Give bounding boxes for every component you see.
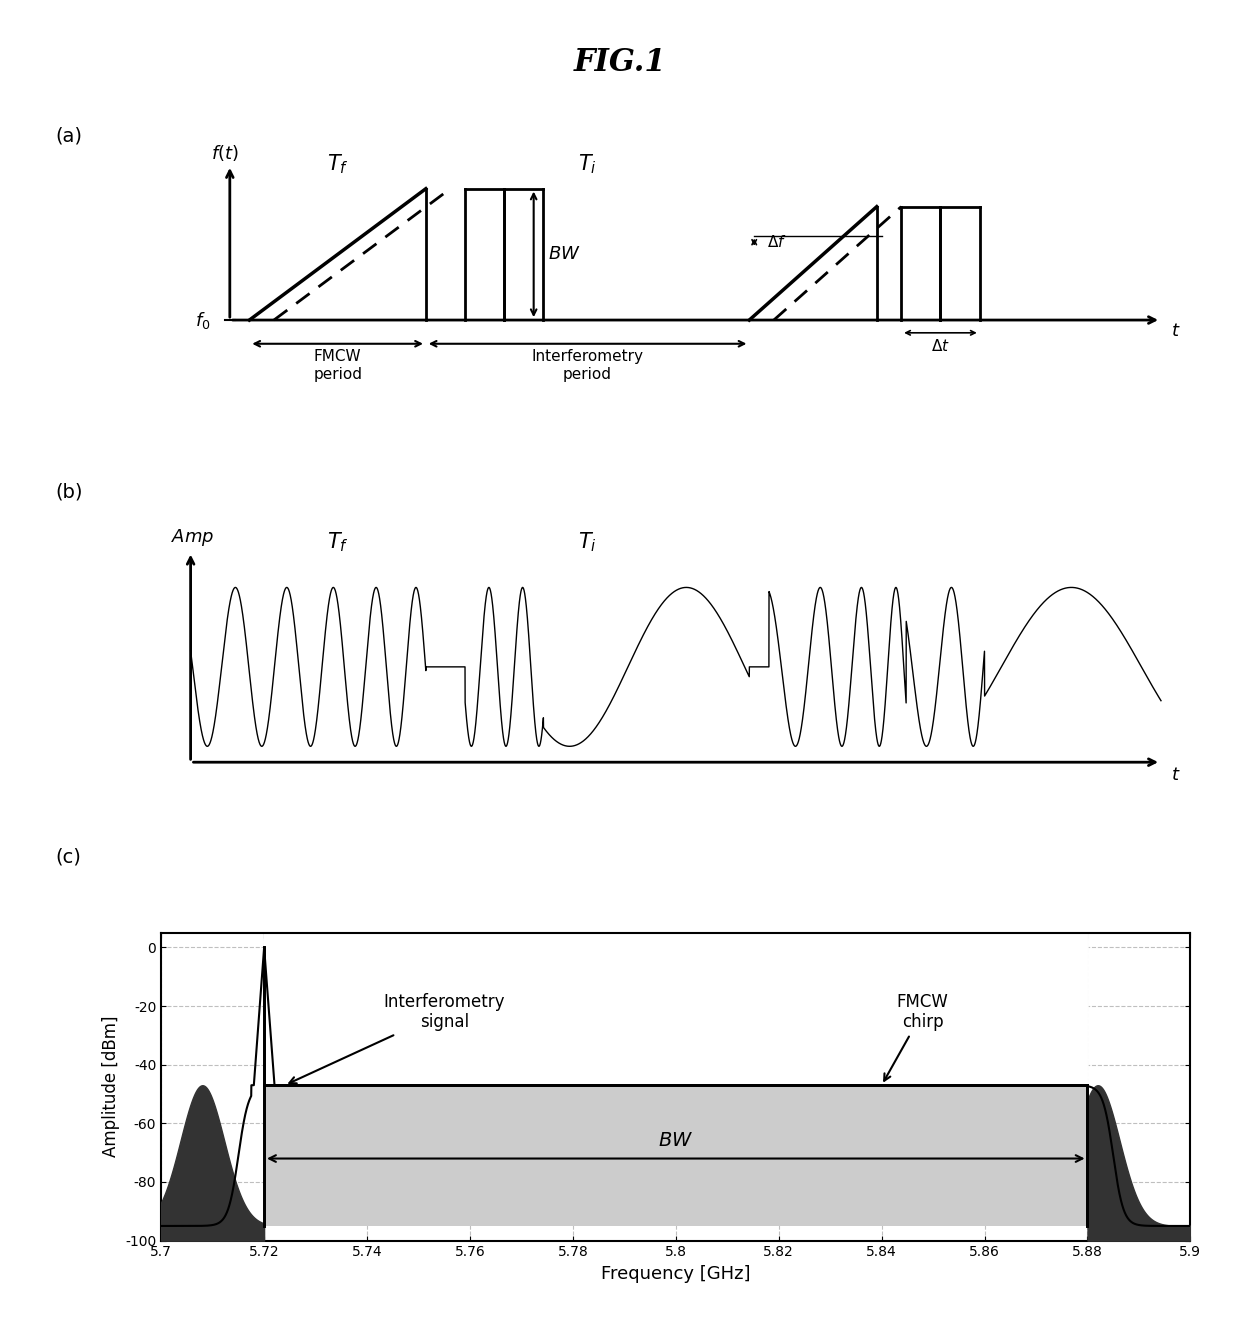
Text: $\Delta f$: $\Delta f$ [768,235,786,251]
Text: $BW$: $BW$ [658,1131,693,1150]
Text: $f_0$: $f_0$ [195,309,211,331]
Text: $t$: $t$ [1171,766,1180,784]
Text: $\Delta t$: $\Delta t$ [931,339,950,355]
Text: (c): (c) [56,847,82,866]
Text: Interferometry
period: Interferometry period [532,350,644,382]
Text: FMCW
period: FMCW period [314,350,362,382]
Text: $T_i$: $T_i$ [578,531,596,554]
Text: (a): (a) [56,127,83,145]
Text: $T_f$: $T_f$ [327,531,348,554]
Text: $BW$: $BW$ [548,245,582,263]
Text: Interferometry
signal: Interferometry signal [289,992,505,1083]
Text: $f(t)$: $f(t)$ [211,143,239,163]
Bar [264,1086,1087,1226]
Y-axis label: Amplitude [dBm]: Amplitude [dBm] [102,1017,119,1158]
Text: $T_i$: $T_i$ [578,152,596,176]
Text: $T_f$: $T_f$ [327,152,348,176]
X-axis label: Frequency [GHz]: Frequency [GHz] [601,1265,750,1283]
Text: FMCW
chirp: FMCW chirp [884,992,949,1081]
Text: (b): (b) [56,483,83,502]
Text: $Amp$: $Amp$ [171,527,215,548]
Text: $t$: $t$ [1171,321,1180,340]
Text: FIG.1: FIG.1 [574,47,666,77]
